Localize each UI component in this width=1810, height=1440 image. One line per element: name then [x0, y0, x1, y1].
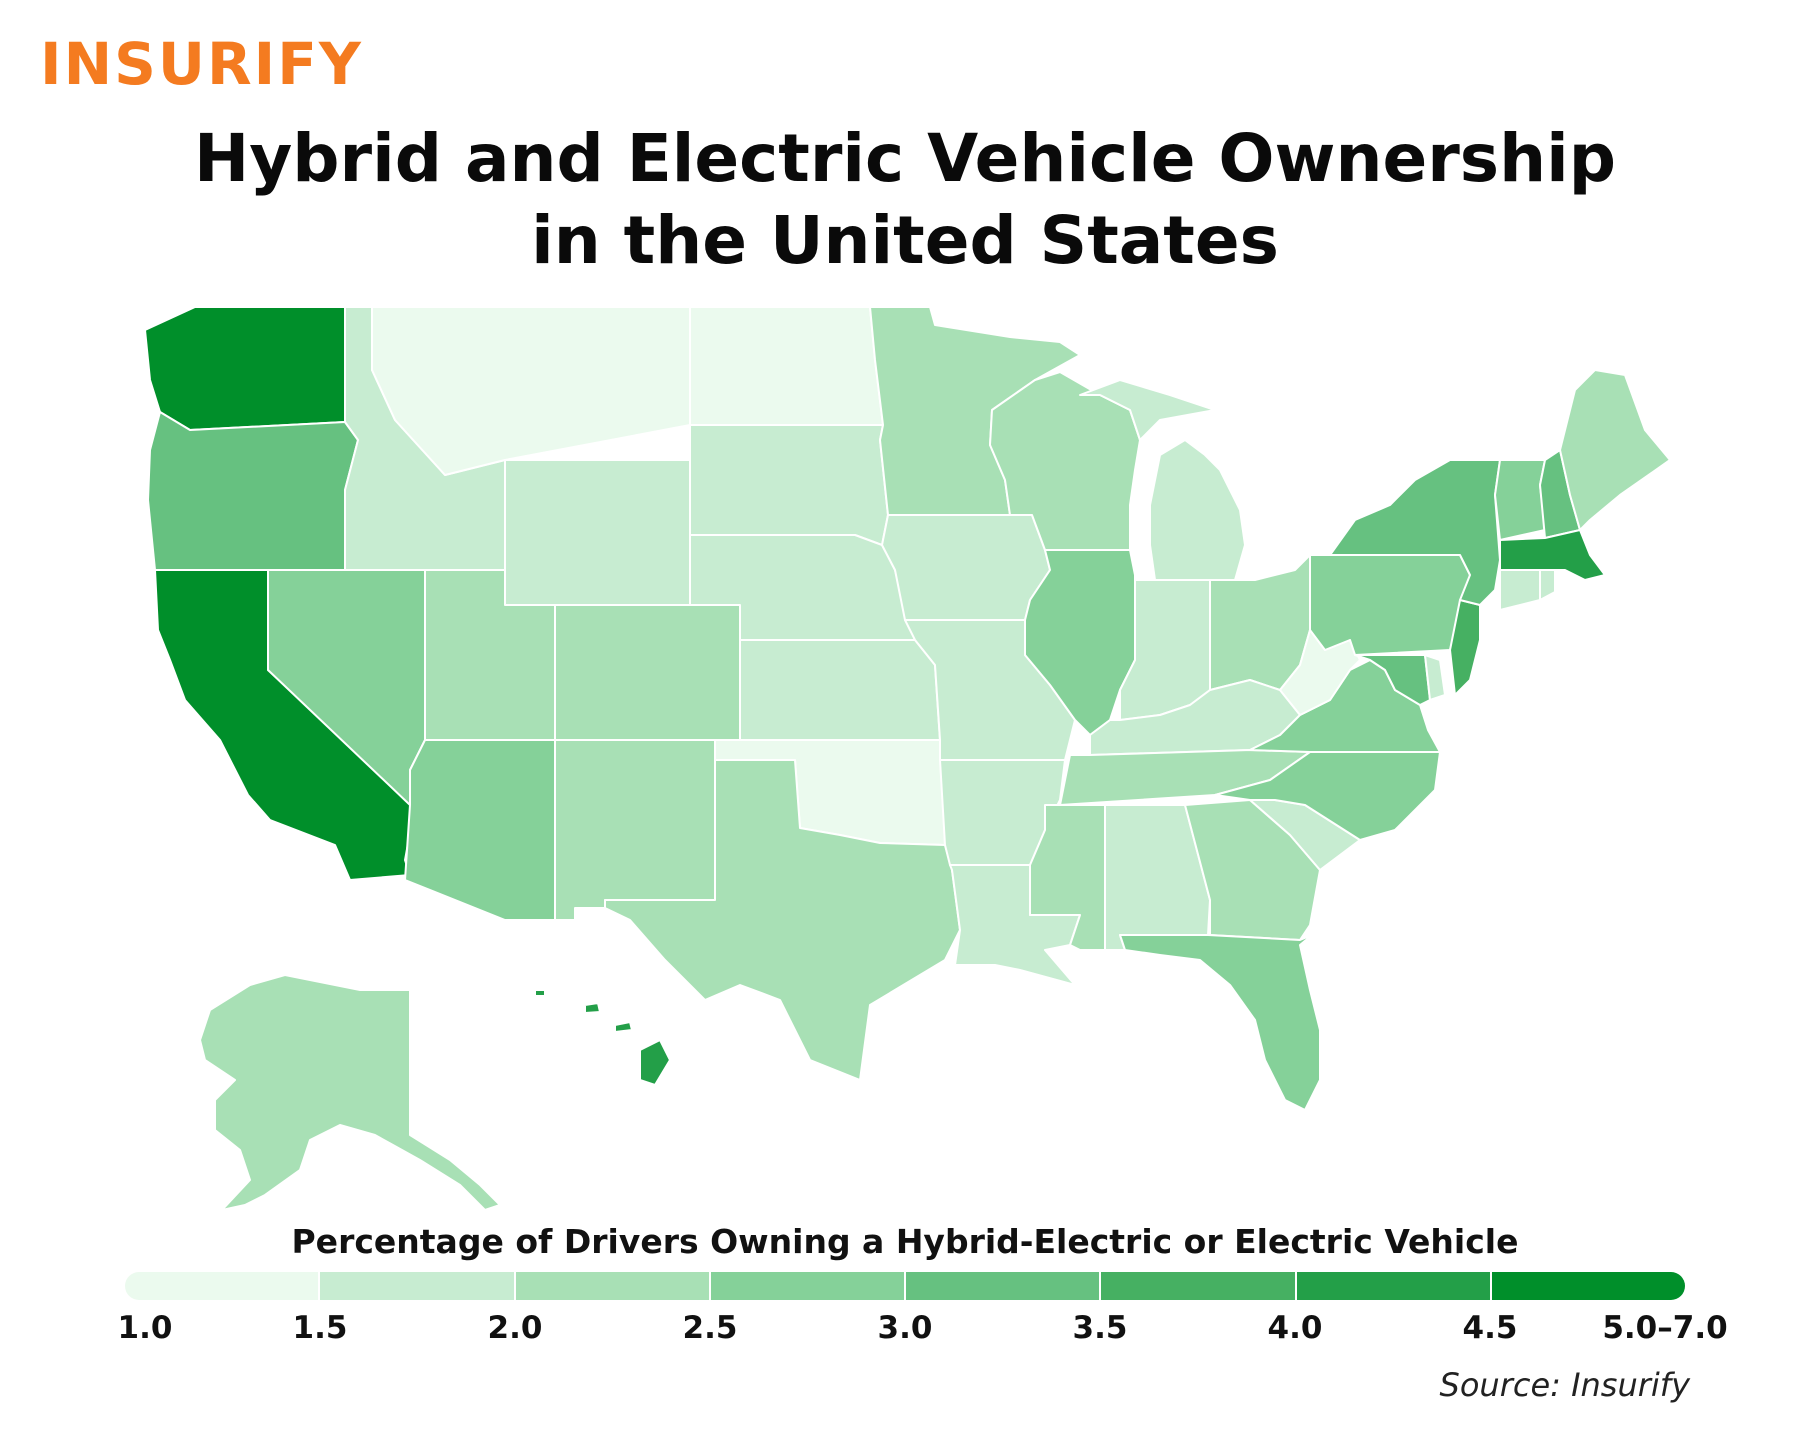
source-note: Source: Insurify [1439, 1366, 1690, 1404]
state-vt [1494, 459, 1546, 541]
legend-tick-label: 1.5 [292, 1310, 348, 1346]
legend-tick-label: 2.5 [682, 1310, 738, 1346]
legend-tick-label: 5.0–7.0 [1602, 1310, 1728, 1346]
legend-swatch [320, 1272, 516, 1300]
state-tx [604, 759, 961, 1081]
state-ct [1499, 569, 1541, 611]
state-wy [504, 459, 691, 606]
map-title: Hybrid and Electric Vehicle Ownership in… [0, 118, 1810, 282]
legend-tick-label: 1.0 [117, 1310, 173, 1346]
state-sd [689, 424, 889, 546]
legend-swatch [1491, 1272, 1685, 1300]
insurify-logo: INSURIFY [40, 30, 363, 98]
legend-swatch [710, 1272, 906, 1300]
state-ks [739, 639, 941, 741]
state-de [1424, 654, 1446, 701]
state-nc [1214, 751, 1441, 841]
legend-swatch [1296, 1272, 1492, 1300]
state-mi [1079, 379, 1246, 581]
state-pa [1309, 554, 1471, 656]
state-nd [689, 306, 884, 426]
state-nm [554, 739, 716, 921]
legend-tick-label: 3.5 [1072, 1310, 1128, 1346]
state-co [554, 604, 741, 741]
legend-tick-label: 4.5 [1462, 1310, 1518, 1346]
title-line-1: Hybrid and Electric Vehicle Ownership [194, 120, 1616, 197]
state-az [404, 739, 556, 921]
state-hi [534, 989, 671, 1086]
legend-title: Percentage of Drivers Owning a Hybrid-El… [291, 1222, 1519, 1261]
state-ny [1329, 459, 1501, 606]
legend-tick-label: 3.0 [877, 1310, 933, 1346]
state-me [1559, 369, 1671, 531]
title-line-2: in the United States [531, 202, 1279, 279]
legend-tick-label: 2.0 [487, 1310, 543, 1346]
state-ri [1539, 569, 1556, 601]
state-or [147, 411, 359, 571]
legend-swatch [125, 1272, 321, 1300]
state-ia [881, 514, 1051, 621]
legend-tick-label: 4.0 [1267, 1310, 1323, 1346]
state-ak [199, 974, 501, 1211]
legend-swatch [906, 1272, 1102, 1300]
legend-swatch [1101, 1272, 1297, 1300]
state-fl [1119, 934, 1321, 1111]
state-wa [144, 306, 346, 431]
legend-swatch [515, 1272, 711, 1300]
legend-color-scale [125, 1272, 1685, 1300]
